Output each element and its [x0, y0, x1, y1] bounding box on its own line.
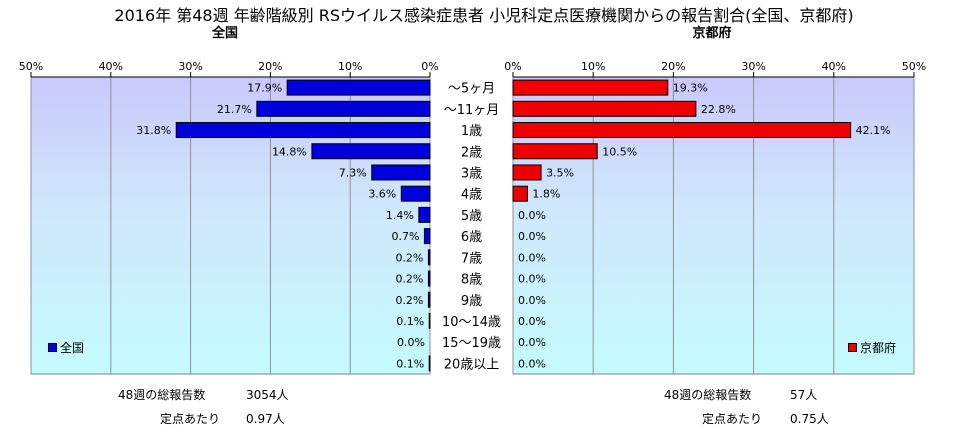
data-label-zenkoku: 1.4% [386, 209, 414, 222]
data-label-zenkoku: 0.2% [395, 273, 423, 286]
bar-zenkoku [423, 228, 431, 245]
legend-zenkoku: 全国 [48, 339, 84, 356]
category-label: 9歳 [461, 294, 482, 309]
bar-kyoto [512, 100, 697, 117]
tick-label-zenkoku: 10% [338, 60, 362, 73]
summary-kyoto-per-value: 0.75人 [790, 412, 829, 426]
bar-zenkoku [286, 79, 431, 96]
data-label-zenkoku: 14.8% [272, 145, 307, 158]
tick-label-zenkoku: 0% [421, 60, 438, 73]
summary-zenkoku-total-label: 48週の総報告数 [118, 388, 206, 402]
category-label: ～11ヶ月 [444, 103, 500, 118]
data-label-zenkoku: 0.1% [396, 357, 424, 370]
data-label-zenkoku: 0.1% [396, 315, 424, 328]
category-label: 3歳 [461, 166, 482, 181]
data-label-zenkoku: 0.0% [397, 336, 425, 349]
data-label-kyoto: 0.0% [518, 294, 546, 307]
panel-title-kyoto: 京都府 [692, 26, 732, 41]
summary-zenkoku-per-value: 0.97人 [246, 412, 285, 426]
bar-kyoto [512, 164, 542, 181]
tick-label-zenkoku: 50% [19, 60, 43, 73]
summary-kyoto-total-label: 48週の総報告数 [664, 388, 752, 402]
category-label: 2歳 [461, 145, 482, 160]
data-label-kyoto: 42.1% [856, 124, 891, 137]
data-label-kyoto: 3.5% [546, 166, 574, 179]
tick-label-kyoto: 20% [661, 60, 685, 73]
data-label-kyoto: 0.0% [518, 315, 546, 328]
data-label-kyoto: 0.0% [518, 230, 546, 243]
category-label: 20歳以上 [444, 357, 500, 372]
bar-zenkoku [311, 143, 431, 160]
category-label: 1歳 [461, 124, 482, 139]
tick-label-kyoto: 30% [741, 60, 765, 73]
data-label-kyoto: 0.0% [518, 273, 546, 286]
bar-kyoto [512, 122, 852, 139]
panel-title-zenkoku: 全国 [211, 26, 239, 41]
category-label: 6歳 [461, 230, 482, 245]
legend-swatch-kyoto [848, 343, 857, 352]
tick-label-kyoto: 10% [581, 60, 605, 73]
bar-kyoto [512, 185, 528, 202]
legend-kyoto: 京都府 [848, 339, 896, 356]
data-label-zenkoku: 7.3% [339, 166, 367, 179]
tick-label-kyoto: 40% [822, 60, 846, 73]
category-label: ～5ヶ月 [448, 82, 495, 97]
tick-label-zenkoku: 40% [99, 60, 123, 73]
category-label: 4歳 [461, 188, 482, 203]
data-label-zenkoku: 0.7% [391, 230, 419, 243]
category-column [431, 77, 512, 374]
data-label-kyoto: 22.8% [701, 103, 736, 116]
summary-zenkoku-per-label: 定点あたり [160, 412, 221, 426]
bar-zenkoku [427, 291, 431, 308]
tick-label-zenkoku: 20% [258, 60, 282, 73]
data-label-zenkoku: 3.6% [368, 188, 396, 201]
bar-zenkoku [427, 249, 431, 266]
data-label-kyoto: 0.0% [518, 336, 546, 349]
summary-kyoto-total-value: 57人 [790, 388, 818, 402]
bar-zenkoku [400, 185, 431, 202]
category-label: 7歳 [461, 251, 482, 266]
data-label-zenkoku: 0.2% [395, 294, 423, 307]
bar-zenkoku [256, 100, 431, 117]
category-label: 8歳 [461, 273, 482, 288]
bar-zenkoku [371, 164, 431, 181]
data-label-kyoto: 19.3% [673, 82, 708, 95]
data-label-zenkoku: 17.9% [247, 82, 282, 95]
category-label: 15～19歳 [442, 336, 501, 351]
data-label-kyoto: 0.0% [518, 251, 546, 264]
chart-title: 2016年 第48週 年齢階級別 RSウイルス感染症患者 小児科定点医療機関から… [114, 6, 854, 25]
bar-zenkoku [428, 355, 431, 372]
data-label-kyoto: 1.8% [532, 188, 560, 201]
data-label-zenkoku: 21.7% [217, 103, 252, 116]
plot-area-kyoto [512, 76, 915, 375]
bar-zenkoku [175, 122, 431, 139]
bar-kyoto [512, 79, 669, 96]
bar-zenkoku [428, 312, 431, 329]
category-label: 5歳 [461, 209, 482, 224]
data-label-kyoto: 0.0% [518, 209, 546, 222]
legend-label-kyoto: 京都府 [860, 341, 897, 355]
tick-label-zenkoku: 30% [178, 60, 202, 73]
bar-zenkoku [427, 270, 431, 287]
tick-label-kyoto: 50% [902, 60, 926, 73]
data-label-zenkoku: 0.2% [395, 251, 423, 264]
bar-kyoto [512, 143, 598, 160]
tick-label-kyoto: 0% [504, 60, 521, 73]
plot-area-zenkoku [30, 76, 431, 375]
legend-swatch-zenkoku [48, 343, 57, 352]
legend-label-zenkoku: 全国 [60, 341, 85, 355]
bar-zenkoku [418, 206, 431, 223]
category-label: 10～14歳 [442, 315, 501, 330]
data-label-kyoto: 10.5% [602, 145, 637, 158]
data-label-kyoto: 0.0% [518, 357, 546, 370]
data-label-zenkoku: 31.8% [136, 124, 171, 137]
summary-zenkoku-total-value: 3054人 [246, 388, 289, 402]
summary-kyoto-per-label: 定点あたり [702, 412, 763, 426]
